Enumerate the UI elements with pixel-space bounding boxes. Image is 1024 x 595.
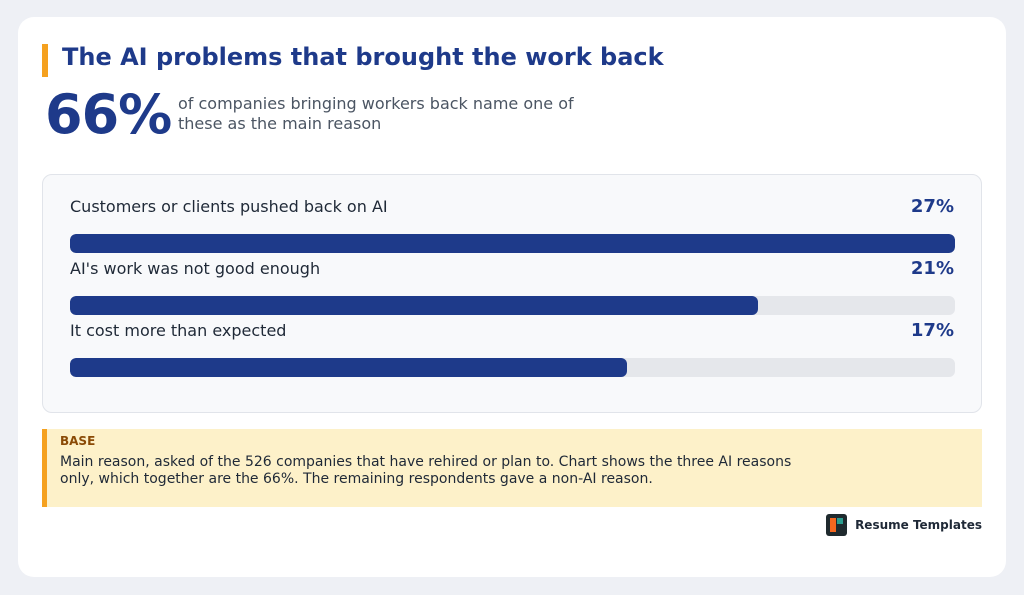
bar-track — [70, 234, 955, 253]
bar-chart-panel: Customers or clients pushed back on AI 27… — [42, 174, 982, 413]
brand-name: Resume Templates — [855, 518, 982, 532]
resume-templates-logo-icon — [826, 514, 848, 536]
chart-title: The AI problems that brought the work ba… — [62, 43, 664, 71]
headline-subtitle: of companies bringing workers back name … — [178, 94, 574, 133]
bar — [70, 296, 759, 315]
bar-value-label: 17% — [910, 320, 954, 341]
note-text: Main reason, asked of the 526 companies … — [60, 454, 792, 487]
bar-label: AI's work was not good enough — [70, 259, 321, 278]
note-heading: BASE — [60, 434, 96, 448]
bar-value-label: 21% — [910, 258, 954, 279]
bar — [70, 358, 628, 377]
title-accent-bar — [42, 44, 48, 77]
bar — [70, 234, 955, 253]
note-accent-bar — [42, 429, 47, 507]
bar-label: It cost more than expected — [70, 321, 287, 340]
bar-value-label: 27% — [910, 196, 954, 217]
infographic-card: The AI problems that brought the work ba… — [18, 17, 1006, 577]
bar-track — [70, 296, 955, 315]
base-note: BASE Main reason, asked of the 526 compa… — [42, 429, 982, 507]
bar-label: Customers or clients pushed back on AI — [70, 197, 388, 216]
headline-percentage: 66% — [45, 83, 172, 146]
bar-track — [70, 358, 955, 377]
brand: Resume Templates — [826, 514, 982, 536]
